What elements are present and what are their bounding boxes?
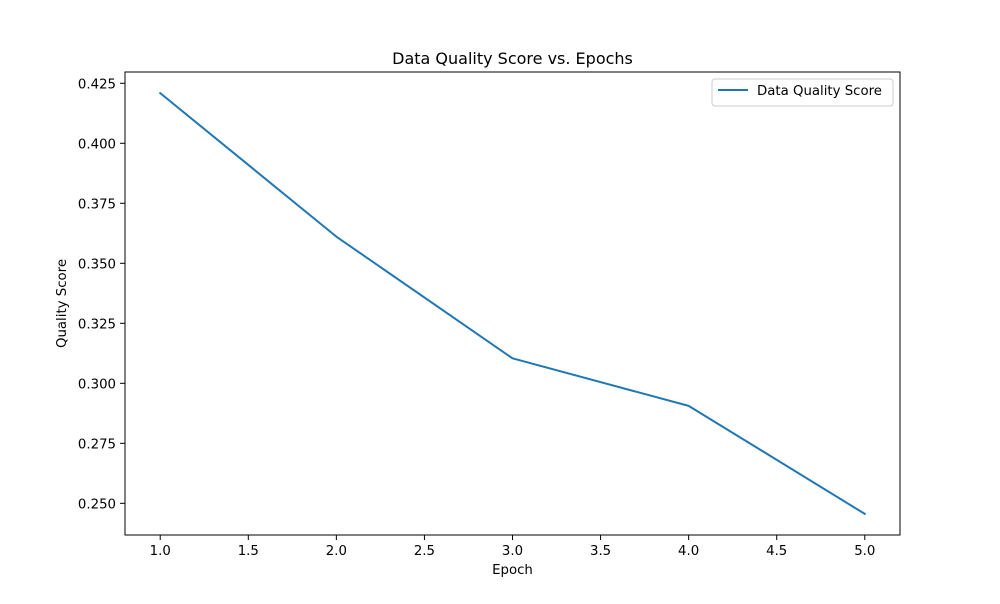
x-tick-label: 1.5 (238, 544, 259, 559)
y-tick-label: 0.350 (78, 257, 116, 272)
x-tick-label: 3.0 (502, 544, 523, 559)
x-tick-label: 4.5 (766, 544, 787, 559)
y-axis-label: Quality Score (55, 259, 70, 348)
y-tick-label: 0.300 (78, 377, 116, 392)
x-tick-label: 2.5 (414, 544, 435, 559)
legend-box (711, 78, 894, 107)
x-tick-label: 2.0 (326, 544, 347, 559)
legend-label-data-quality-score: Data Quality Score (757, 84, 882, 99)
y-axis-ticks: 0.250 0.275 0.300 0.325 0.350 0.375 0.400 0.425 (78, 77, 125, 512)
x-tick-label: 4.0 (678, 544, 699, 559)
x-tick-label: 5.0 (854, 544, 875, 559)
plot-frame (124, 71, 901, 536)
y-tick-label: 0.325 (78, 317, 116, 332)
y-tick-label: 0.400 (78, 137, 116, 152)
plot-series (158, 91, 867, 516)
y-tick-label: 0.250 (78, 497, 116, 512)
series-line-data-quality-score (158, 91, 867, 516)
y-tick-label: 0.425 (78, 77, 116, 92)
x-tick-label: 1.0 (150, 544, 171, 559)
x-axis-ticks: 1.0 1.5 2.0 2.5 3.0 3.5 4.0 4.5 5.0 (150, 535, 875, 559)
y-tick-label: 0.275 (78, 437, 116, 452)
y-tick-label: 0.375 (78, 197, 116, 212)
chart-title: Data Quality Score vs. Epochs (392, 49, 633, 68)
legend: Data Quality Score (711, 78, 894, 107)
x-axis-label: Epoch (492, 563, 533, 578)
x-tick-label: 3.5 (590, 544, 611, 559)
